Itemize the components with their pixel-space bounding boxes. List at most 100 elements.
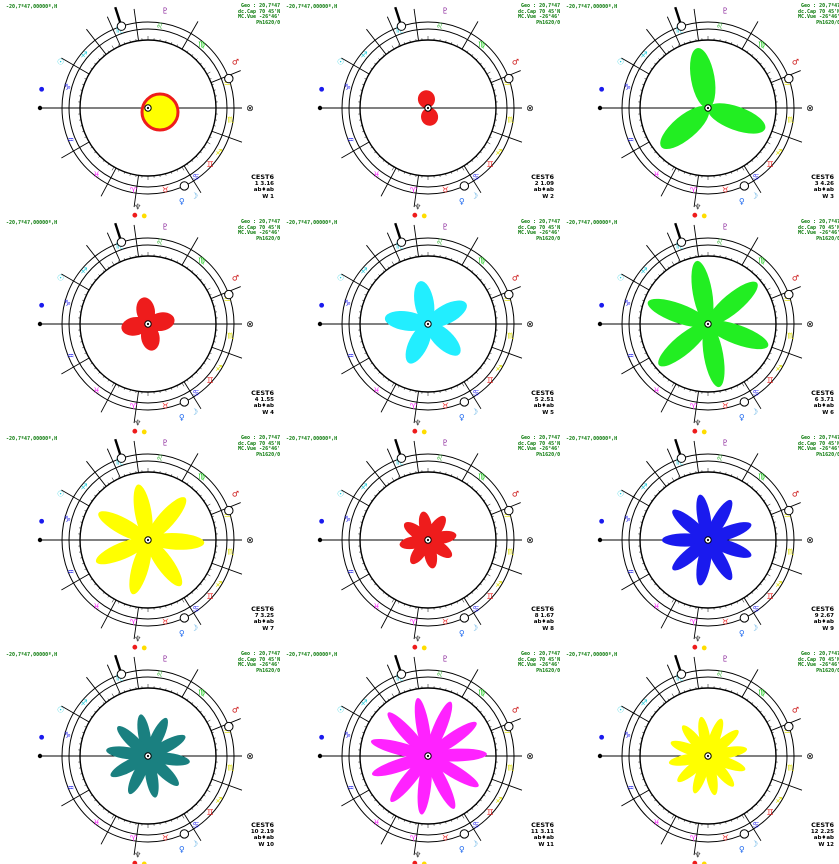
degree-tick (736, 44, 738, 47)
degree-tick (85, 357, 90, 361)
degree-tick (84, 294, 87, 296)
zodiac-ring (68, 244, 228, 404)
zodiac-sign-capricorn: ♑ (64, 82, 71, 91)
degree-tick (771, 731, 774, 733)
harmonic-petal (129, 539, 152, 595)
footer-harmonic: W 3 (822, 193, 834, 200)
degree-tick (211, 347, 214, 349)
ascendant-marker (597, 753, 603, 759)
degree-tick (98, 371, 101, 374)
harmonic-petal (370, 738, 429, 759)
degree-tick (181, 693, 185, 698)
degree-tick (466, 163, 469, 166)
ascendant-marker (317, 753, 323, 759)
house-cusp-line (183, 381, 202, 410)
degree-tick (195, 706, 198, 709)
degree-tick (658, 274, 661, 277)
zodiac-sign-sagittarius: ♐ (775, 364, 782, 373)
degree-tick (362, 131, 365, 133)
header-line: MC.Vue -26°46' (518, 446, 561, 453)
house-cusp-line (491, 562, 523, 575)
planet-mars-glyph: ♂ (792, 274, 799, 283)
degree-tick (755, 803, 758, 806)
degree-tick (667, 482, 670, 485)
house-cusp-line (621, 789, 650, 807)
chart-panel: ⊗♌♍♎♏♐♊♋♉♈♓♒♑♐♏♇♂♀☽♆☉-20,7º47,00000º,HGe… (0, 648, 280, 864)
degree-tick (186, 595, 189, 598)
degree-tick (683, 171, 685, 174)
degree-tick (94, 62, 97, 65)
degree-tick (80, 89, 83, 91)
degree-tick (364, 726, 367, 728)
house-cusp-line (133, 607, 139, 640)
degree-tick (398, 260, 400, 263)
degree-tick (769, 352, 772, 354)
degree-tick (123, 603, 125, 606)
degree-tick (771, 299, 774, 301)
degree-tick (451, 258, 453, 261)
house-cusp-line (743, 381, 762, 410)
degree-tick (650, 715, 653, 718)
footer-sub: ab♦ab (533, 835, 554, 841)
house-cusp-line (106, 232, 121, 263)
degree-tick (769, 726, 772, 728)
degree-tick (111, 693, 115, 698)
planet-sun-glyph: ☉ (57, 490, 64, 499)
zodiac-sign-leo: ♌ (716, 669, 723, 678)
harmonic-petal (691, 260, 714, 325)
degree-tick (213, 737, 216, 739)
zodiac-sign-pisces: ♓ (93, 170, 100, 179)
degree-tick (171, 171, 173, 174)
planet-dot (132, 644, 138, 650)
planet-marker (116, 453, 127, 463)
harmonic-figure (140, 92, 180, 132)
house-cusp-line (491, 130, 523, 143)
degree-tick (98, 803, 101, 806)
chart-panel: ⊗♌♍♎♏♐♊♋♉♈♓♒♑♐♏♇♂♀☽♆☉-20,7º47,00000º,HGe… (0, 0, 281, 219)
zodiac-sign-capricorn: ♑ (64, 298, 71, 307)
house-cusp-line (86, 244, 107, 271)
chart-header-right: Geo : 20,7º47 dc.Cap 70 45'N MC.Vue -26°46… (238, 651, 280, 674)
degree-tick (203, 499, 206, 502)
astro-wheel: ⊗♌♍♎♏♐♊♋♉♈♓♒♑♐♏♇♂♀☽♆☉ (317, 7, 534, 219)
zodiac-sign-sagittarius: ♐ (360, 482, 367, 491)
chart-header-right: Geo : 20,7º47 dc.Cap 70 45'N MC.Vue -26°46… (238, 435, 280, 458)
degree-tick (191, 159, 194, 162)
degree-tick (456, 692, 458, 695)
header-line: Geo : 20,7º47 (241, 3, 281, 9)
degree-tick (90, 146, 93, 149)
degree-tick (107, 379, 110, 382)
planet-moon-glyph: ☽ (751, 191, 758, 200)
zodiac-sign-leo: ♌ (716, 237, 723, 246)
degree-tick (213, 305, 216, 307)
house-cusp-line (386, 232, 401, 263)
zodiac-sign-aquarius: ♒ (627, 783, 634, 792)
house-cusp-line (741, 21, 759, 50)
house-cusp-line (621, 489, 650, 507)
house-cusp-line (341, 57, 370, 75)
harmonic-petal (133, 484, 153, 541)
degree-tick (165, 688, 167, 691)
harmonic-petal (387, 712, 429, 757)
degree-tick (98, 706, 101, 709)
degree-tick (360, 305, 363, 307)
house-cusp-line (211, 562, 243, 575)
degree-tick (195, 803, 198, 806)
zodiac-sign-gemini: ♊ (766, 808, 773, 817)
house-cusp-line (413, 656, 419, 689)
degree-tick (689, 40, 691, 43)
planet-marker (116, 21, 127, 31)
degree-tick (493, 305, 496, 307)
harmonic-petal (147, 312, 175, 332)
degree-tick (751, 486, 754, 489)
house-cusp-line (380, 815, 397, 845)
degree-tick (123, 42, 125, 45)
harmonic-petal (117, 726, 149, 757)
planet-neptune-glyph: ♆ (134, 202, 141, 211)
degree-tick (759, 583, 762, 586)
degree-tick (746, 50, 749, 53)
degree-tick (107, 595, 110, 598)
degree-tick (483, 499, 486, 502)
ascendant-marker (317, 105, 323, 111)
zodiac-sign-virgo: ♍ (758, 256, 765, 265)
